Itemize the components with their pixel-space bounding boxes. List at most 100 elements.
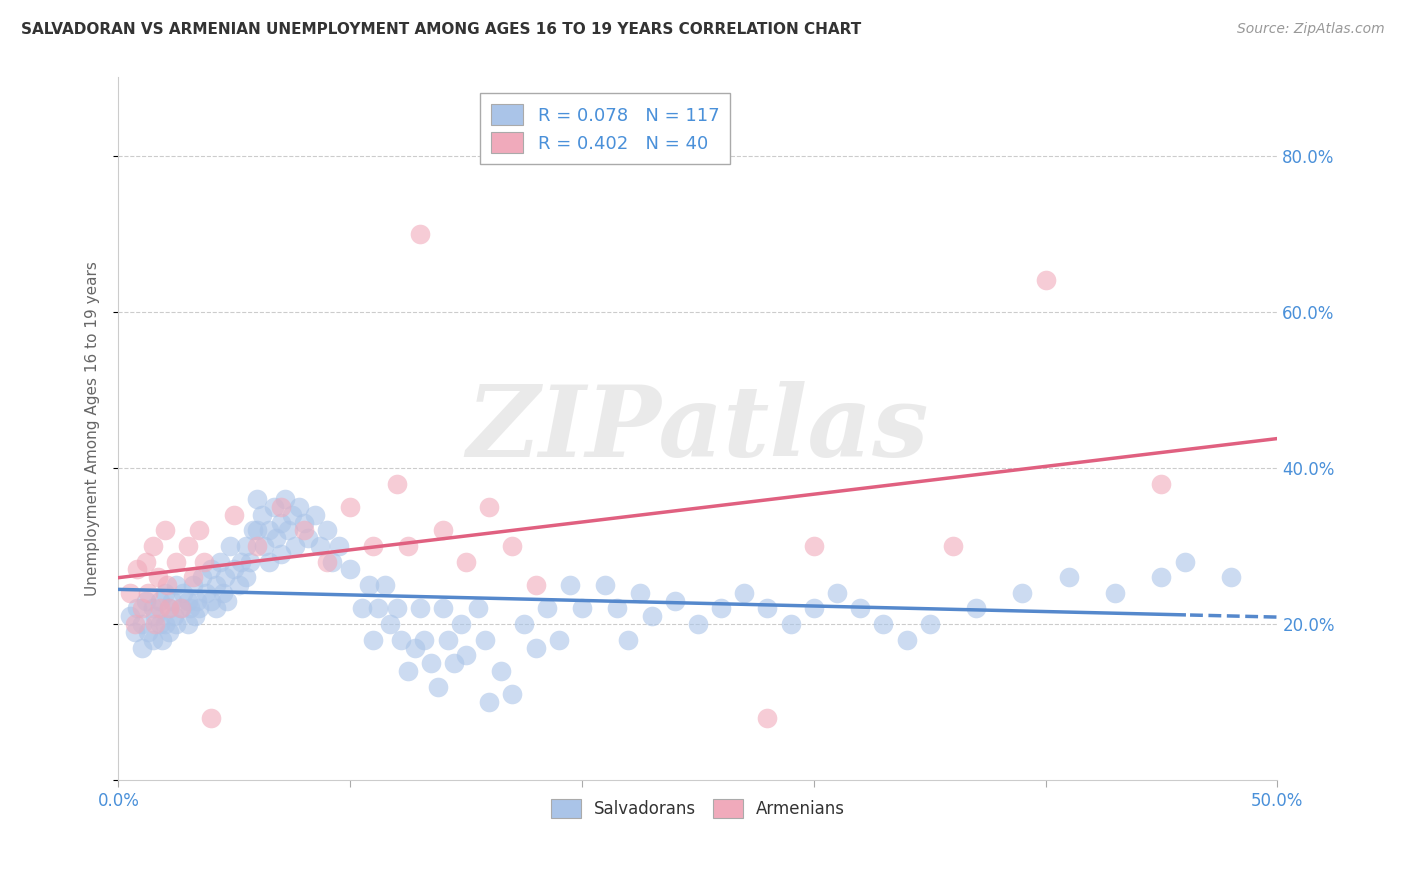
Point bbox=[450, 617, 472, 632]
Point bbox=[246, 524, 269, 538]
Point bbox=[124, 617, 146, 632]
Point bbox=[250, 508, 273, 522]
Point bbox=[118, 586, 141, 600]
Point bbox=[135, 555, 157, 569]
Point bbox=[214, 570, 236, 584]
Point bbox=[209, 555, 232, 569]
Point bbox=[478, 500, 501, 514]
Point bbox=[135, 593, 157, 607]
Point bbox=[138, 586, 160, 600]
Point bbox=[193, 555, 215, 569]
Point bbox=[270, 516, 292, 530]
Text: SALVADORAN VS ARMENIAN UNEMPLOYMENT AMONG AGES 16 TO 19 YEARS CORRELATION CHART: SALVADORAN VS ARMENIAN UNEMPLOYMENT AMON… bbox=[21, 22, 862, 37]
Point bbox=[501, 687, 523, 701]
Point bbox=[803, 539, 825, 553]
Point bbox=[239, 555, 262, 569]
Point bbox=[165, 617, 187, 632]
Point bbox=[297, 531, 319, 545]
Point bbox=[339, 500, 361, 514]
Point bbox=[170, 601, 193, 615]
Point bbox=[177, 539, 200, 553]
Point bbox=[443, 656, 465, 670]
Point bbox=[432, 601, 454, 615]
Point bbox=[195, 586, 218, 600]
Point bbox=[292, 524, 315, 538]
Point bbox=[363, 539, 385, 553]
Point bbox=[501, 539, 523, 553]
Point bbox=[606, 601, 628, 615]
Point bbox=[131, 617, 153, 632]
Point bbox=[686, 617, 709, 632]
Point bbox=[513, 617, 536, 632]
Point bbox=[149, 593, 172, 607]
Point bbox=[157, 624, 180, 639]
Point bbox=[413, 632, 436, 647]
Point bbox=[153, 617, 176, 632]
Point bbox=[186, 593, 208, 607]
Point bbox=[153, 586, 176, 600]
Point bbox=[181, 578, 204, 592]
Point bbox=[733, 586, 755, 600]
Point bbox=[404, 640, 426, 655]
Point bbox=[149, 617, 172, 632]
Point bbox=[177, 617, 200, 632]
Point bbox=[277, 524, 299, 538]
Point bbox=[142, 601, 165, 615]
Point bbox=[396, 664, 419, 678]
Point bbox=[309, 539, 332, 553]
Point bbox=[756, 711, 779, 725]
Point bbox=[217, 593, 239, 607]
Point bbox=[436, 632, 458, 647]
Point bbox=[172, 586, 194, 600]
Point bbox=[264, 531, 287, 545]
Point bbox=[339, 562, 361, 576]
Point bbox=[756, 601, 779, 615]
Point bbox=[283, 539, 305, 553]
Point bbox=[157, 601, 180, 615]
Point bbox=[1150, 476, 1173, 491]
Point bbox=[125, 562, 148, 576]
Point bbox=[253, 539, 276, 553]
Point bbox=[188, 601, 211, 615]
Point bbox=[849, 601, 872, 615]
Point bbox=[1011, 586, 1033, 600]
Point bbox=[640, 609, 662, 624]
Point bbox=[145, 609, 167, 624]
Point bbox=[177, 593, 200, 607]
Point bbox=[118, 609, 141, 624]
Point bbox=[131, 640, 153, 655]
Point bbox=[389, 632, 412, 647]
Point bbox=[560, 578, 582, 592]
Point bbox=[363, 632, 385, 647]
Point bbox=[321, 555, 343, 569]
Point bbox=[942, 539, 965, 553]
Point bbox=[1174, 555, 1197, 569]
Point bbox=[593, 578, 616, 592]
Point bbox=[420, 656, 443, 670]
Point bbox=[184, 609, 207, 624]
Point bbox=[779, 617, 801, 632]
Point bbox=[536, 601, 558, 615]
Point bbox=[163, 609, 186, 624]
Point bbox=[218, 539, 240, 553]
Point bbox=[385, 476, 408, 491]
Point bbox=[316, 524, 339, 538]
Point bbox=[409, 227, 432, 241]
Point bbox=[257, 555, 280, 569]
Point bbox=[235, 570, 257, 584]
Point bbox=[188, 524, 211, 538]
Point bbox=[374, 578, 396, 592]
Point bbox=[918, 617, 941, 632]
Point bbox=[257, 524, 280, 538]
Legend: Salvadorans, Armenians: Salvadorans, Armenians bbox=[544, 792, 852, 825]
Point bbox=[357, 578, 380, 592]
Point bbox=[270, 500, 292, 514]
Point bbox=[228, 578, 250, 592]
Point bbox=[142, 539, 165, 553]
Point bbox=[200, 593, 222, 607]
Point bbox=[263, 500, 285, 514]
Point bbox=[274, 492, 297, 507]
Point bbox=[350, 601, 373, 615]
Point bbox=[145, 617, 167, 632]
Point bbox=[181, 570, 204, 584]
